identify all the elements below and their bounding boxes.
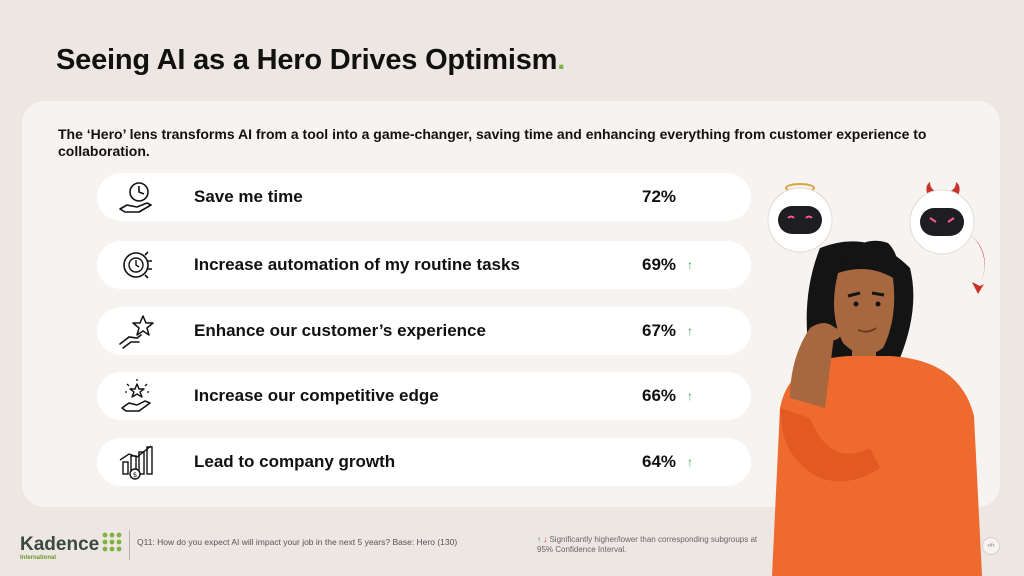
page-number: ‹#› xyxy=(982,537,1000,555)
stat-label: Increase automation of my routine tasks xyxy=(194,255,520,274)
significance-arrow: ↑ xyxy=(687,455,693,469)
stat-row-company-growth: $ Lead to company growth 64% ↑ xyxy=(97,438,751,486)
footer-divider xyxy=(129,530,130,560)
up-arrow-icon: ↑ xyxy=(537,535,541,544)
stat-value: 66% xyxy=(642,386,677,405)
angel-robot-icon xyxy=(767,183,833,253)
stat-row-customer-experience: Enhance our customer’s experience 67% ↑ xyxy=(97,307,751,355)
svg-text:$: $ xyxy=(133,471,137,479)
significance-arrow: ↑ xyxy=(687,389,693,403)
stat-label: Increase our competitive edge xyxy=(194,386,439,405)
stat-value: 72% xyxy=(642,187,677,206)
significance-note: ↑ ↓ Significantly higher/lower than corr… xyxy=(537,535,767,555)
significance-arrow: ↑ xyxy=(687,324,693,338)
subtitle: The ‘Hero’ lens transforms AI from a too… xyxy=(58,126,927,159)
stat-row-competitive-edge: Increase our competitive edge 66% ↑ xyxy=(97,372,751,420)
stat-row-automation: Increase automation of my routine tasks … xyxy=(97,241,751,289)
logo-text: Kadence xyxy=(20,534,100,555)
woman-figure xyxy=(772,240,982,576)
down-arrow-icon: ↓ xyxy=(543,535,548,544)
stat-value: 69% xyxy=(642,255,677,274)
stat-value: 64% xyxy=(642,452,677,471)
growth-chart-icon: $ xyxy=(119,445,153,480)
page-title: Seeing AI as a Hero Drives Optimism. xyxy=(56,44,565,77)
devil-robot-icon xyxy=(909,182,985,294)
hand-sparkle-star-icon xyxy=(121,379,151,412)
stat-row-save-time: Save me time 72% xyxy=(97,173,751,221)
logo-dots-icon xyxy=(102,532,122,552)
kadence-logo: Kadence xyxy=(20,532,124,556)
logo-subtext: International xyxy=(20,555,57,561)
stat-label: Save me time xyxy=(194,187,303,206)
gear-clock-icon xyxy=(123,251,152,279)
hand-star-icon xyxy=(119,315,154,349)
survey-question: Q11: How do you expect AI will impact yo… xyxy=(137,537,458,547)
note-text: Significantly higher/lower than correspo… xyxy=(537,535,758,554)
significance-arrow: ↑ xyxy=(687,258,693,272)
hand-clock-icon xyxy=(119,182,152,213)
title-dot: . xyxy=(557,44,566,76)
stat-value: 67% xyxy=(642,321,677,340)
title-text: Seeing AI as a Hero Drives Optimism xyxy=(56,44,558,76)
stat-label: Enhance our customer’s experience xyxy=(194,321,486,340)
stat-label: Lead to company growth xyxy=(194,452,396,471)
thinking-woman-illustration xyxy=(767,182,985,576)
